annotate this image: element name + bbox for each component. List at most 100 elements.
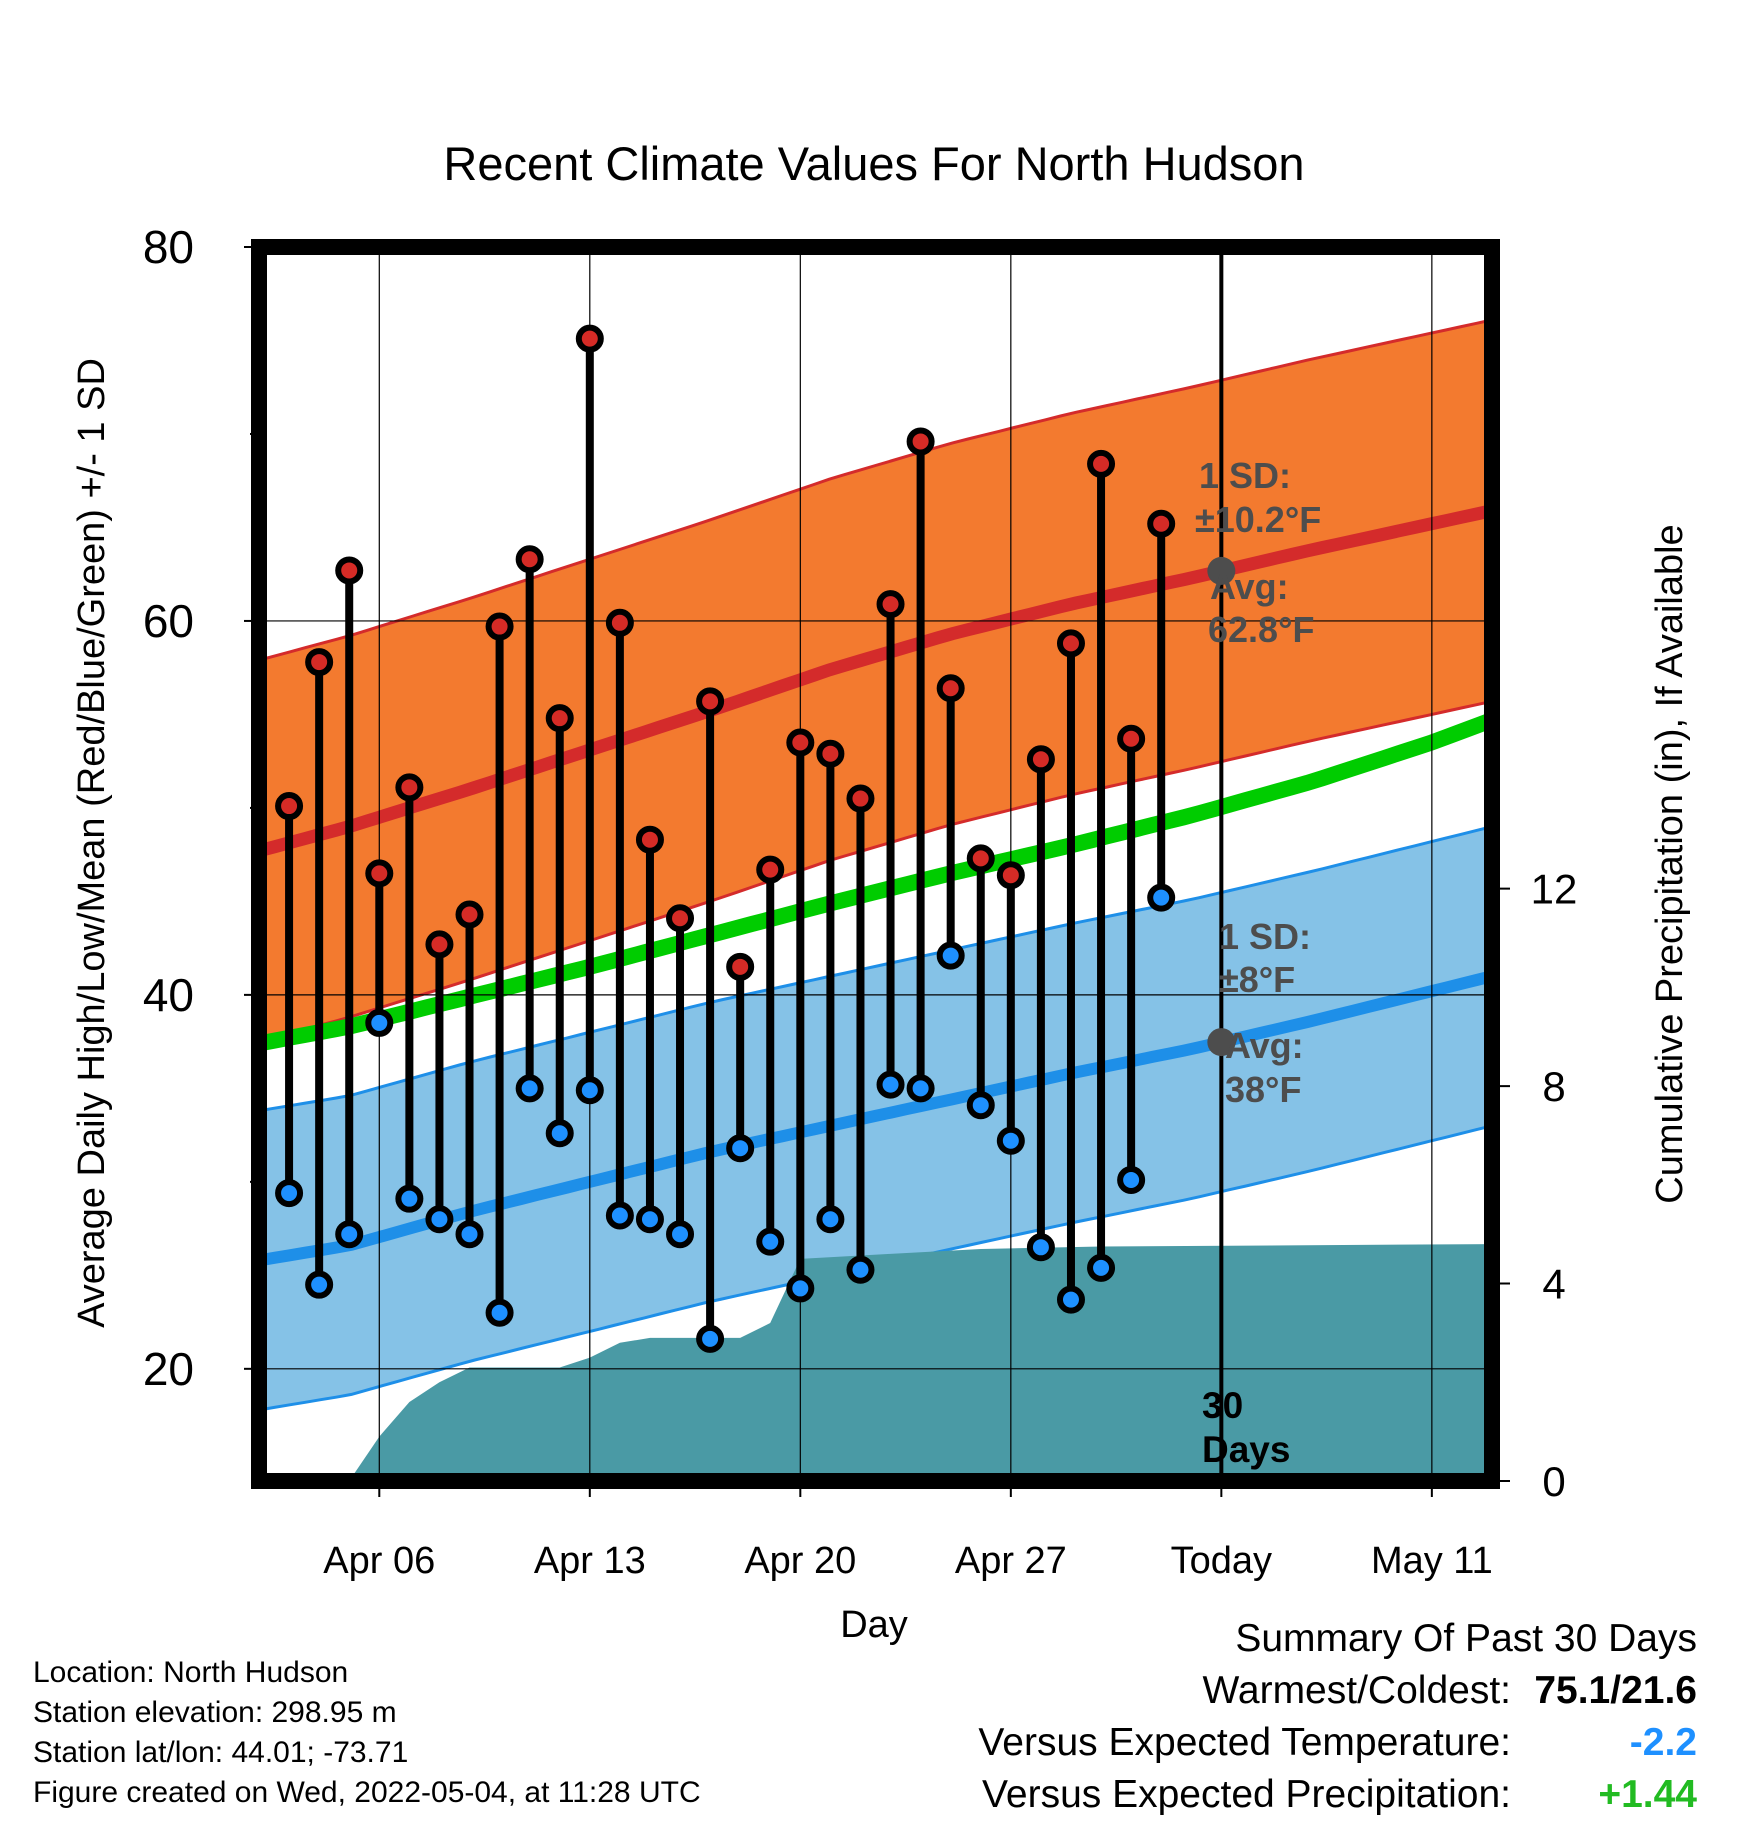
x-axis-label: Day [840,1604,908,1646]
daily-low-point [1026,1233,1055,1262]
daily-low-point [936,941,965,970]
y2-tick-label: 4 [1542,1261,1565,1308]
plot-area [259,247,1492,1481]
y-tick-label: 40 [143,969,194,1021]
daily-high-point [455,900,484,929]
today-label-unit: Days [1202,1429,1290,1470]
daily-high-point [305,648,334,677]
precip-vs-expected-label: Versus Expected Precipitation: [982,1773,1511,1816]
high-avg-line [259,504,1492,858]
temp-vs-expected-label: Versus Expected Temperature: [978,1721,1511,1764]
x-tick-label: Apr 06 [323,1540,435,1582]
temp-vs-expected-value: -2.2 [1629,1721,1697,1764]
daily-high-point [936,674,965,703]
daily-high-point [575,324,604,353]
daily-low-point [666,1220,695,1249]
high-avg-annotation-label: Avg: [1210,566,1289,607]
mean-avg-line [259,712,1492,1052]
daily-low-point [425,1205,454,1234]
daily-low-point [1117,1165,1146,1194]
precip-area [259,1244,1492,1481]
high-sd-lower-edge [259,699,1492,1044]
daily-low-point [846,1255,875,1284]
daily-high-point [1087,449,1116,478]
daily-low-point [605,1201,634,1230]
low-avg-line [259,970,1492,1267]
daily-high-point [635,825,664,854]
daily-high-point [696,687,725,716]
summary-temperature: Versus Expected Temperature: -2.2 [978,1717,1697,1769]
daily-low-point [906,1074,935,1103]
daily-low-point [876,1070,905,1099]
figure-created: Figure created on Wed, 2022-05-04, at 11… [33,1776,701,1809]
daily-low-point [275,1179,304,1208]
low-avg-annotation-label: Avg: [1225,1025,1304,1066]
station-latlon: Station lat/lon: 44.01; -73.71 [33,1736,409,1769]
warm-cold-label: Warmest/Coldest: [1202,1669,1511,1712]
low-sd-upper-edge [259,825,1492,1113]
high-sd-upper-edge [259,318,1492,662]
daily-low-point [545,1119,574,1148]
summary-precipitation: Versus Expected Precipitation: +1.44 [978,1769,1697,1821]
daily-high-point [846,784,875,813]
daily-low-point [966,1091,995,1120]
high-sd-annotation-label: 1 SD: [1199,455,1291,496]
x-tick-label: May 11 [1371,1540,1493,1582]
daily-high-point [756,855,785,884]
daily-high-point [726,952,755,981]
precip-vs-expected-value: +1.44 [1598,1773,1697,1816]
daily-high-point [485,612,514,641]
y-tick-label: 80 [143,221,194,273]
daily-low-point [1087,1253,1116,1282]
x-tick-label: Today [1171,1540,1272,1582]
daily-high-point [996,861,1025,890]
daily-high-point [605,608,634,637]
y-axis-label: Average Daily High/Low/Mean (Red/Blue/Gr… [71,358,113,1328]
daily-high-point [816,739,845,768]
high-sd-annotation-value: ±10.2°F [1195,499,1321,540]
today-high-avg-marker [1207,556,1236,585]
x-tick-label: Apr 20 [744,1540,856,1582]
daily-high-point [1147,509,1176,538]
daily-low-point [335,1220,364,1249]
daily-high-point [365,859,394,888]
chart-title: Recent Climate Values For North Hudson [443,137,1304,190]
daily-high-point [515,545,544,574]
daily-high-point [876,590,905,619]
daily-low-point [455,1220,484,1249]
x-tick-label: Apr 13 [534,1540,646,1582]
x-tick-label: Apr 27 [955,1540,1067,1582]
daily-high-point [1117,724,1146,753]
daily-low-point [575,1076,604,1105]
daily-low-point [1056,1285,1085,1314]
daily-low-point [696,1324,725,1353]
y2-tick-label: 0 [1542,1458,1565,1505]
daily-low-point [1147,883,1176,912]
daily-low-point [515,1074,544,1103]
daily-high-point [275,792,304,821]
daily-high-point [395,773,424,802]
daily-low-point [816,1205,845,1234]
daily-low-point [395,1184,424,1213]
daily-high-point [1056,629,1085,658]
y2-tick-label: 12 [1531,866,1578,913]
daily-low-point [485,1298,514,1327]
y-tick-label: 60 [143,595,194,647]
summary-panel: Summary Of Past 30 Days Warmest/Coldest:… [978,1613,1697,1821]
y2-tick-label: 8 [1542,1063,1565,1110]
daily-low-point [726,1134,755,1163]
y2-axis-label: Cumulative Precipitation (in), If Availa… [1649,524,1691,1203]
daily-high-point [425,930,454,959]
summary-title: Summary Of Past 30 Days [1235,1617,1697,1660]
daily-low-point [635,1205,664,1234]
high-sd-band [259,319,1492,1042]
daily-low-point [756,1227,785,1256]
daily-high-point [906,427,935,456]
summary-warm-cold: Warmest/Coldest: 75.1/21.6 [978,1665,1697,1717]
station-info: Location: North Hudson Station elevation… [33,1653,701,1813]
today-low-avg-marker [1207,1028,1236,1057]
station-location: Location: North Hudson [33,1656,349,1689]
low-avg-annotation-value: 38°F [1225,1069,1301,1110]
daily-high-point [1026,745,1055,774]
